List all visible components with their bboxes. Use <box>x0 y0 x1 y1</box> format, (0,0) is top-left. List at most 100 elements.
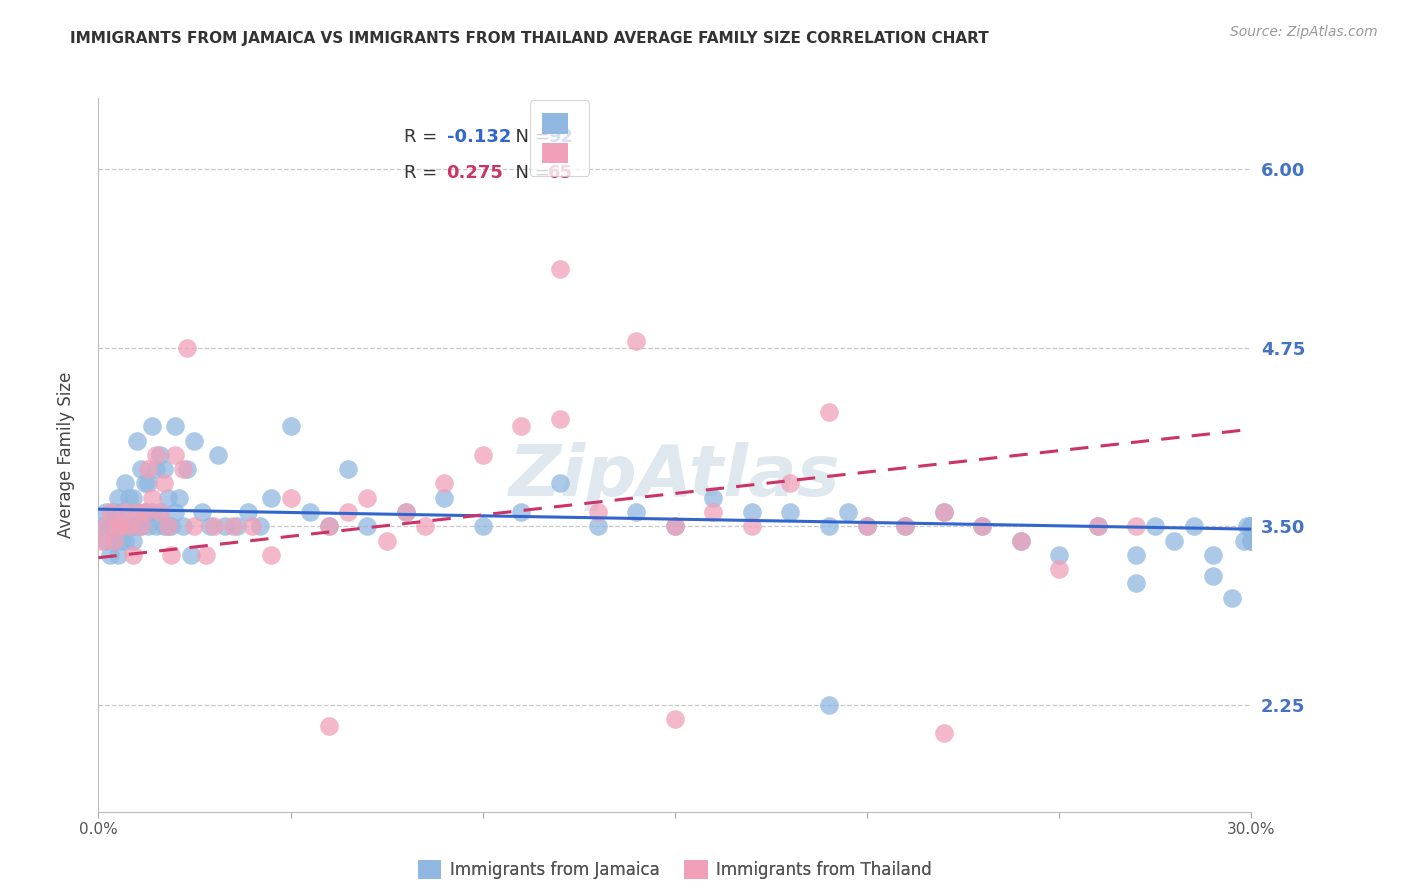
Point <box>972 519 994 533</box>
Point <box>1240 533 1263 548</box>
Point <box>167 491 190 505</box>
Point <box>94 519 117 533</box>
Point <box>260 548 283 562</box>
Point <box>664 519 686 533</box>
Y-axis label: Average Family Size: Average Family Size <box>56 372 75 538</box>
Text: -0.132: -0.132 <box>447 128 510 146</box>
Point <box>510 505 533 519</box>
Point <box>1240 519 1263 533</box>
Point <box>98 505 121 519</box>
Point <box>110 505 132 519</box>
Point <box>837 505 859 519</box>
Point <box>129 519 152 533</box>
Point <box>152 519 174 533</box>
Point <box>318 519 340 533</box>
Point <box>1220 591 1243 605</box>
Point <box>129 462 152 476</box>
Point <box>110 519 132 533</box>
Point <box>222 519 245 533</box>
Text: R =: R = <box>404 164 443 182</box>
Point <box>91 533 114 548</box>
Point <box>118 491 141 505</box>
Point <box>1010 533 1032 548</box>
Point <box>972 519 994 533</box>
Point <box>817 405 839 419</box>
Point <box>337 462 360 476</box>
Point <box>118 519 141 533</box>
Text: N =: N = <box>505 128 555 146</box>
Point <box>741 519 763 533</box>
Point <box>413 519 436 533</box>
Point <box>1233 533 1256 548</box>
Point <box>471 448 494 462</box>
Point <box>125 505 148 519</box>
Point <box>1182 519 1205 533</box>
Point <box>1236 519 1258 533</box>
Point <box>118 519 141 533</box>
Text: ZipAtlas: ZipAtlas <box>509 442 841 511</box>
Point <box>1047 548 1070 562</box>
Point <box>141 491 163 505</box>
Point <box>856 519 879 533</box>
Point <box>1202 548 1225 562</box>
Point <box>395 505 418 519</box>
Point <box>141 419 163 434</box>
Point <box>138 519 160 533</box>
Point <box>129 519 152 533</box>
Point <box>191 505 214 519</box>
Point <box>172 462 194 476</box>
Text: R =: R = <box>404 128 443 146</box>
Point <box>110 533 132 548</box>
Point <box>165 505 187 519</box>
Text: Source: ZipAtlas.com: Source: ZipAtlas.com <box>1230 25 1378 39</box>
Point <box>156 519 179 533</box>
Point <box>1144 519 1167 533</box>
Point <box>664 712 686 726</box>
Point <box>356 519 378 533</box>
Point <box>817 519 839 533</box>
Point <box>1202 569 1225 583</box>
Point <box>318 519 340 533</box>
Point <box>779 505 801 519</box>
Point <box>183 519 205 533</box>
Point <box>160 519 183 533</box>
Point <box>141 505 163 519</box>
Point <box>98 548 121 562</box>
Point <box>122 533 145 548</box>
Text: 65: 65 <box>548 164 574 182</box>
Point <box>298 505 321 519</box>
Point <box>145 519 167 533</box>
Point <box>1125 519 1147 533</box>
Point <box>134 476 156 491</box>
Point <box>114 505 136 519</box>
Point <box>238 505 260 519</box>
Point <box>149 448 172 462</box>
Point <box>1240 519 1263 533</box>
Point <box>94 505 117 519</box>
Point <box>156 519 179 533</box>
Point <box>160 548 183 562</box>
Point <box>103 533 125 548</box>
Point <box>156 491 179 505</box>
Point <box>249 519 271 533</box>
Point <box>134 505 156 519</box>
Point <box>932 505 955 519</box>
Text: IMMIGRANTS FROM JAMAICA VS IMMIGRANTS FROM THAILAND AVERAGE FAMILY SIZE CORRELAT: IMMIGRANTS FROM JAMAICA VS IMMIGRANTS FR… <box>70 31 988 46</box>
Point <box>375 533 398 548</box>
Point <box>1010 533 1032 548</box>
Point <box>280 491 302 505</box>
Point <box>207 448 229 462</box>
Point <box>817 698 839 712</box>
Point <box>149 505 172 519</box>
Point <box>1163 533 1185 548</box>
Point <box>122 491 145 505</box>
Point <box>1125 548 1147 562</box>
Point <box>125 434 148 448</box>
Point <box>741 505 763 519</box>
Point <box>134 505 156 519</box>
Point <box>894 519 917 533</box>
Point <box>433 491 456 505</box>
Text: 0.275: 0.275 <box>447 164 503 182</box>
Point <box>145 462 167 476</box>
Point <box>145 448 167 462</box>
